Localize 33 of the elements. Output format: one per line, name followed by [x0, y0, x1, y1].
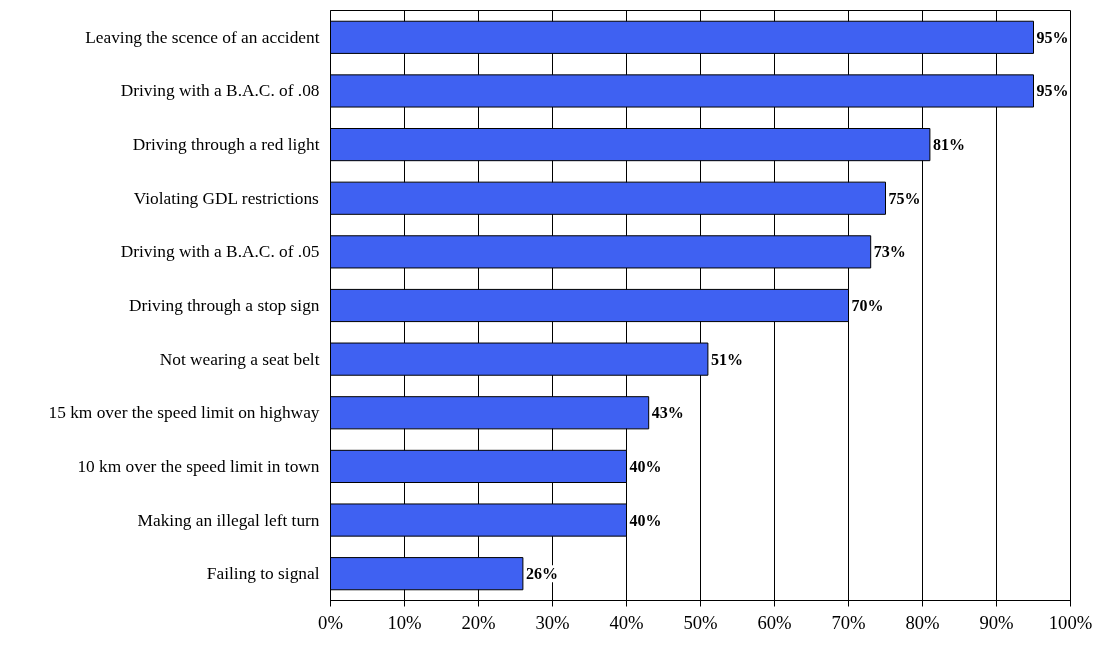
- y-tick-label: Leaving the scence of an accident: [85, 27, 320, 47]
- x-tick-label: 50%: [683, 611, 718, 633]
- data-label: 51%: [710, 350, 743, 368]
- y-tick-label: Violating GDL restrictions: [133, 188, 320, 208]
- x-tick-label: 10%: [387, 611, 422, 633]
- data-label: 40%: [629, 511, 662, 529]
- data-label: 95%: [1036, 82, 1069, 100]
- data-label: 43%: [651, 404, 684, 422]
- y-tick-label: 10 km over the speed limit in town: [77, 456, 320, 476]
- y-tick-label: Not wearing a seat belt: [159, 349, 320, 369]
- y-tick-label: Making an illegal left turn: [137, 510, 320, 530]
- x-tick-label: 0%: [318, 611, 343, 633]
- data-label: 73%: [873, 243, 906, 261]
- data-label: 75%: [888, 189, 921, 207]
- x-tick-label: 70%: [831, 611, 866, 633]
- data-label: 40%: [629, 457, 662, 475]
- y-tick-label: Driving with a B.A.C. of .08: [120, 81, 320, 101]
- x-tick-label: 80%: [905, 611, 940, 633]
- data-label: 95%: [1036, 28, 1069, 46]
- data-label: 70%: [851, 297, 884, 314]
- y-tick-label: 15 km over the speed limit on highway: [48, 403, 320, 423]
- x-tick-label: 40%: [609, 611, 644, 633]
- data-label: 81%: [932, 136, 965, 154]
- y-tick-label: Driving with a B.A.C. of .05: [120, 242, 320, 262]
- x-tick-label: 100%: [1048, 611, 1093, 633]
- x-tick-label: 90%: [979, 611, 1014, 633]
- y-tick-label: Failing to signal: [206, 564, 320, 584]
- y-tick-label: Driving through a stop sign: [128, 296, 320, 315]
- x-tick-label: 20%: [461, 611, 496, 633]
- y-tick-label: Driving through a red light: [132, 135, 320, 155]
- x-tick-label: 60%: [757, 611, 792, 633]
- x-tick-label: 30%: [535, 611, 570, 633]
- data-label: 26%: [525, 565, 558, 583]
